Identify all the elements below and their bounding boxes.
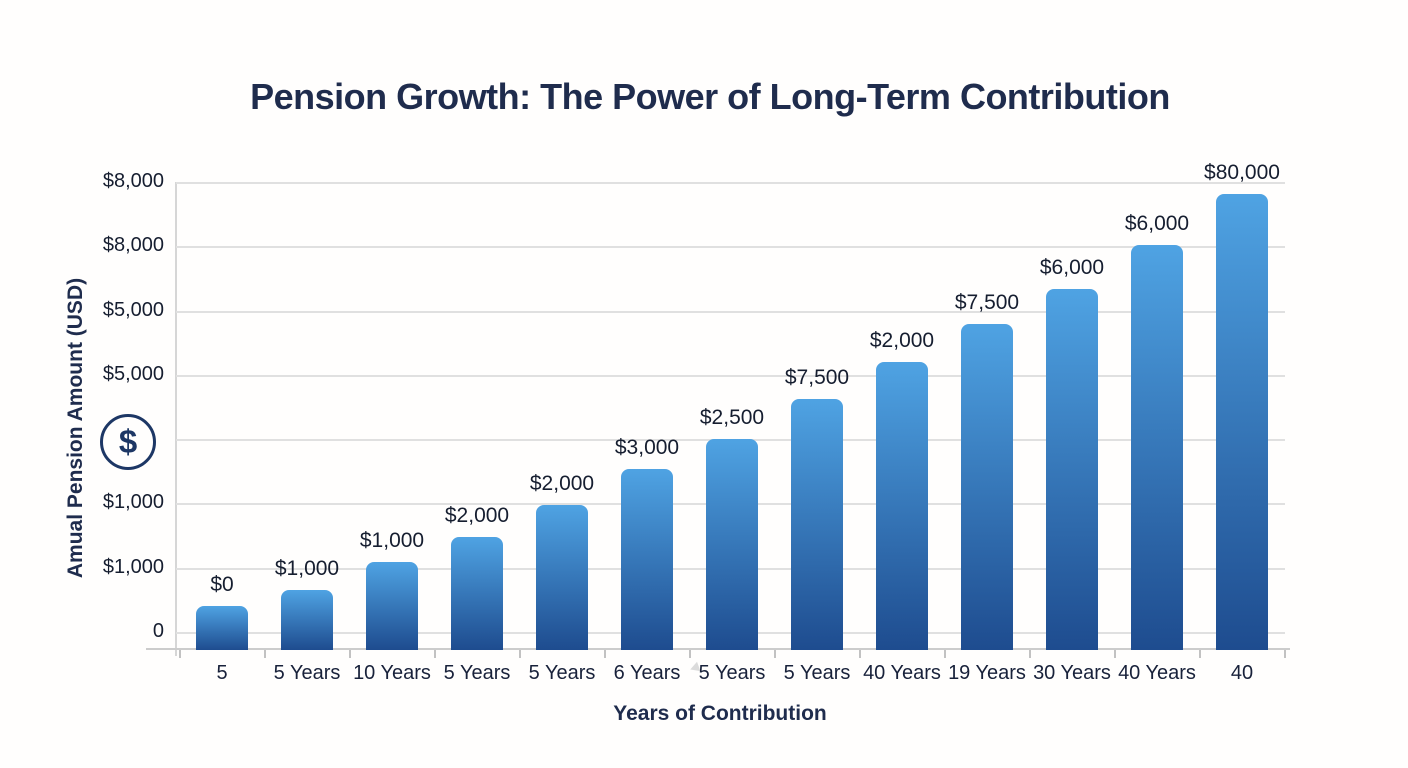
x-axis-tick <box>434 650 436 658</box>
y-tick-label: 0 <box>152 620 164 642</box>
bar <box>536 505 588 650</box>
x-axis-tick <box>179 650 181 658</box>
gridline <box>176 182 1285 184</box>
bar-value-label: $0 <box>210 573 234 596</box>
bar <box>366 562 418 650</box>
chart-title: Pension Growth: The Power of Long-Term C… <box>250 76 1170 117</box>
bar-value-label: $1,000 <box>359 529 425 552</box>
bar-value-label: $7,500 <box>784 366 850 389</box>
x-axis-tick <box>774 650 776 658</box>
x-tick-label: 19 Years <box>948 662 1026 684</box>
bar <box>451 537 503 650</box>
x-tick-label: 5 Years <box>443 662 511 684</box>
x-tick-label: 5 Years <box>273 662 341 684</box>
y-tick-label: $8,000 <box>102 170 164 192</box>
bar-value-label: $3,000 <box>614 436 680 459</box>
x-axis-tick <box>944 650 946 658</box>
bar-value-label: $80,000 <box>1204 161 1280 184</box>
bar-value-label: $6,000 <box>1124 212 1190 235</box>
bar-value-label: $2,000 <box>529 472 595 495</box>
x-tick-label: 5 Years <box>783 662 851 684</box>
x-tick-label: 5 Years <box>528 662 596 684</box>
y-axis-line <box>175 182 177 656</box>
bar <box>621 469 673 650</box>
x-axis-tick <box>1114 650 1116 658</box>
y-tick-label: $1,000 <box>102 491 164 514</box>
bar-value-label: $7,500 <box>954 291 1020 314</box>
bar-value-label: $2,000 <box>869 329 935 352</box>
x-tick-label: 40 Years <box>1118 662 1196 684</box>
bar-value-label: $1,000 <box>274 557 340 580</box>
gridline <box>176 311 1285 313</box>
x-axis-tick <box>689 650 691 658</box>
x-axis-tick <box>1029 650 1031 658</box>
x-tick-label: 30 Years <box>1033 662 1111 684</box>
x-axis-tick <box>604 650 606 658</box>
dollar-circle-icon: $ <box>100 414 156 470</box>
bar-value-label: $6,000 <box>1039 256 1105 279</box>
x-axis-tick <box>349 650 351 658</box>
bar <box>706 439 758 650</box>
x-axis-title: Years of Contribution <box>613 702 827 725</box>
x-tick-label: 5 Years <box>698 662 766 684</box>
bar <box>1131 245 1183 650</box>
y-tick-label: $5,000 <box>102 362 164 385</box>
plot-area <box>176 182 1285 650</box>
y-tick-label: $5,000 <box>102 298 164 321</box>
x-axis-tick <box>1284 650 1286 658</box>
y-tick-label: $1,000 <box>102 555 164 578</box>
bar <box>791 399 843 650</box>
x-tick-label: 6 Years <box>613 662 681 684</box>
x-tick-label: 10 Years <box>353 662 431 684</box>
gridline <box>176 246 1285 248</box>
x-axis-tick <box>264 650 266 658</box>
bar <box>1216 194 1268 650</box>
x-axis-tick <box>859 650 861 658</box>
bar <box>196 606 248 650</box>
x-axis-tick <box>519 650 521 658</box>
bar-value-label: $2,500 <box>699 406 765 429</box>
bar <box>1046 289 1098 650</box>
bar-value-label: $2,000 <box>444 504 510 527</box>
x-tick-label: 40 <box>1230 662 1254 684</box>
x-tick-label: 40 Years <box>863 662 941 684</box>
bar <box>281 590 333 650</box>
bar <box>876 362 928 650</box>
gridline <box>176 375 1285 377</box>
bar <box>961 324 1013 650</box>
x-axis-tick <box>1199 650 1201 658</box>
y-tick-label: $8,000 <box>102 234 164 257</box>
x-tick-label: 5 <box>216 662 228 684</box>
